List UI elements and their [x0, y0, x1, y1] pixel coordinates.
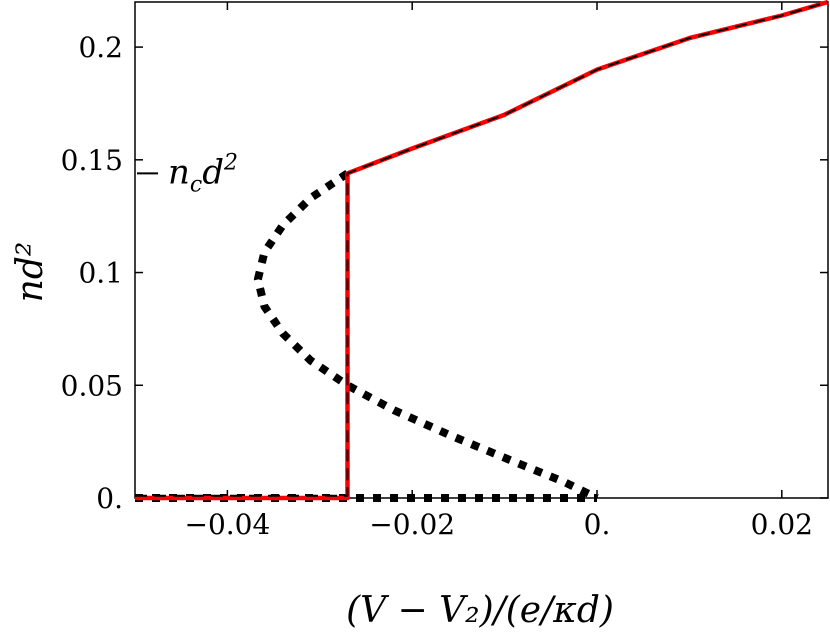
y-tick-label: 0.1 — [78, 257, 123, 290]
series-line-dotted — [253, 169, 599, 502]
series-line-solid — [135, 0, 829, 501]
y-tick-label: 0.2 — [78, 31, 123, 64]
x-tick-label: 0.02 — [751, 508, 813, 541]
series-line-dashed — [135, 1, 829, 497]
y-axis-label: nd² — [10, 242, 51, 303]
x-axis-label: (V − V₂)/(e/κd) — [346, 590, 614, 631]
x-tick-label: 0. — [584, 508, 611, 541]
y-tick-label: 0.05 — [61, 369, 123, 402]
x-tick-label: −0.02 — [369, 508, 455, 541]
y-tick-label: 0. — [96, 482, 123, 515]
x-tick-label: −0.04 — [184, 508, 270, 541]
plot-frame — [134, 1, 829, 499]
y-tick-label: 0.15 — [61, 144, 123, 177]
critical-density-label: ncd2 — [168, 150, 238, 197]
